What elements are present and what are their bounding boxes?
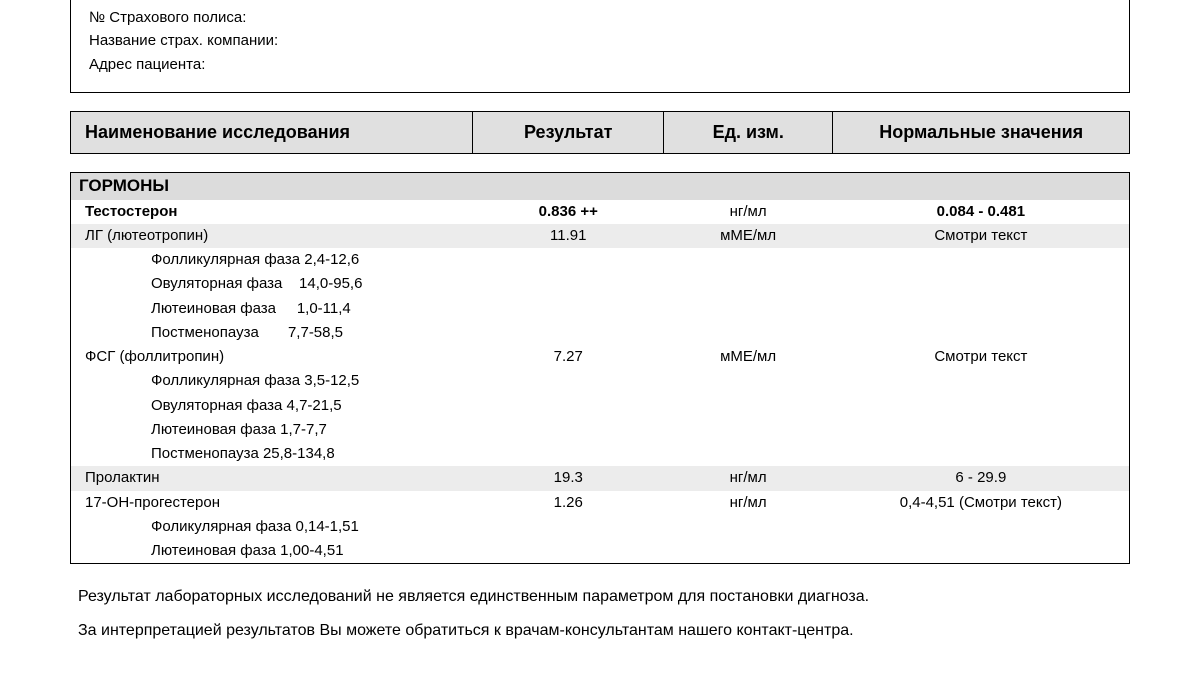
section-title: ГОРМОНЫ xyxy=(71,173,1129,200)
results-table-box: ГОРМОНЫ Тестостерон 0.836 ++ нг/мл 0.084… xyxy=(70,172,1130,565)
row-fsh-phase: Овуляторная фаза 4,7-21,5 xyxy=(71,394,1129,418)
row-lh-phase: Постменопауза 7,7-58,5 xyxy=(71,321,1129,345)
cell-result: 1.26 xyxy=(473,491,663,515)
cell-result: 0.836 ++ xyxy=(473,200,663,224)
row-ohp-phase: Лютеиновая фаза 1,00-4,51 xyxy=(71,539,1129,563)
phase-text: Овуляторная фаза 4,7-21,5 xyxy=(71,394,1129,418)
row-fsh: ФСГ (фоллитропин) 7.27 мМЕ/мл Смотри тек… xyxy=(71,345,1129,369)
row-lh-phase: Фолликулярная фаза 2,4-12,6 xyxy=(71,248,1129,272)
row-fsh-phase: Фолликулярная фаза 3,5-12,5 xyxy=(71,369,1129,393)
row-ohp-phase: Фоликулярная фаза 0,14-1,51 xyxy=(71,515,1129,539)
row-testosterone: Тестостерон 0.836 ++ нг/мл 0.084 - 0.481 xyxy=(71,200,1129,224)
phase-text: Лютеиновая фаза 1,7-7,7 xyxy=(71,418,1129,442)
col-header-name: Наименование исследования xyxy=(71,111,473,153)
cell-name: Пролактин xyxy=(71,466,473,490)
cell-name: ФСГ (фоллитропин) xyxy=(71,345,473,369)
cell-unit: нг/мл xyxy=(663,200,832,224)
insurance-company-label: Название страх. компании: xyxy=(89,29,1111,52)
row-17oh-progesterone: 17-ОН-прогестерон 1.26 нг/мл 0,4-4,51 (С… xyxy=(71,491,1129,515)
cell-result: 7.27 xyxy=(473,345,663,369)
cell-ref: 0.084 - 0.481 xyxy=(833,200,1129,224)
row-fsh-phase: Лютеиновая фаза 1,7-7,7 xyxy=(71,418,1129,442)
phase-text: Лютеиновая фаза 1,00-4,51 xyxy=(71,539,1129,563)
col-header-result: Результат xyxy=(473,111,664,153)
cell-name: Тестостерон xyxy=(71,200,473,224)
cell-name: ЛГ (лютеотропин) xyxy=(71,224,473,248)
footer-line-2: За интерпретацией результатов Вы можете … xyxy=(78,614,1130,648)
cell-ref: 0,4-4,51 (Смотри текст) xyxy=(833,491,1129,515)
footer-line-1: Результат лабораторных исследований не я… xyxy=(78,580,1130,614)
patient-info-box: № Страхового полиса: Название страх. ком… xyxy=(70,0,1130,93)
patient-address-label: Адрес пациента: xyxy=(89,53,1111,76)
phase-text: Постменопауза 25,8-134,8 xyxy=(71,442,1129,466)
phase-text: Овуляторная фаза 14,0-95,6 xyxy=(71,272,1129,296)
phase-text: Фолликулярная фаза 2,4-12,6 xyxy=(71,248,1129,272)
col-header-unit: Ед. изм. xyxy=(664,111,833,153)
phase-text: Фолликулярная фаза 3,5-12,5 xyxy=(71,369,1129,393)
section-hormones: ГОРМОНЫ xyxy=(71,173,1129,200)
phase-text: Лютеиновая фаза 1,0-11,4 xyxy=(71,297,1129,321)
phase-text: Фоликулярная фаза 0,14-1,51 xyxy=(71,515,1129,539)
cell-name: 17-ОН-прогестерон xyxy=(71,491,473,515)
cell-ref: Смотри текст xyxy=(833,345,1129,369)
col-header-ref: Нормальные значения xyxy=(833,111,1130,153)
cell-unit: нг/мл xyxy=(663,491,832,515)
cell-result: 19.3 xyxy=(473,466,663,490)
insurance-number-label: № Страхового полиса: xyxy=(89,6,1111,29)
phase-text: Постменопауза 7,7-58,5 xyxy=(71,321,1129,345)
cell-ref: Смотри текст xyxy=(833,224,1129,248)
row-lh: ЛГ (лютеотропин) 11.91 мМЕ/мл Смотри тек… xyxy=(71,224,1129,248)
cell-unit: мМЕ/мл xyxy=(663,345,832,369)
results-table: ГОРМОНЫ Тестостерон 0.836 ++ нг/мл 0.084… xyxy=(71,173,1129,564)
row-prolactin: Пролактин 19.3 нг/мл 6 - 29.9 xyxy=(71,466,1129,490)
cell-unit: мМЕ/мл xyxy=(663,224,832,248)
cell-result: 11.91 xyxy=(473,224,663,248)
cell-ref: 6 - 29.9 xyxy=(833,466,1129,490)
row-lh-phase: Овуляторная фаза 14,0-95,6 xyxy=(71,272,1129,296)
cell-unit: нг/мл xyxy=(663,466,832,490)
row-fsh-phase: Постменопауза 25,8-134,8 xyxy=(71,442,1129,466)
footer-notes: Результат лабораторных исследований не я… xyxy=(70,564,1130,647)
row-lh-phase: Лютеиновая фаза 1,0-11,4 xyxy=(71,297,1129,321)
results-header-table: Наименование исследования Результат Ед. … xyxy=(70,111,1130,154)
